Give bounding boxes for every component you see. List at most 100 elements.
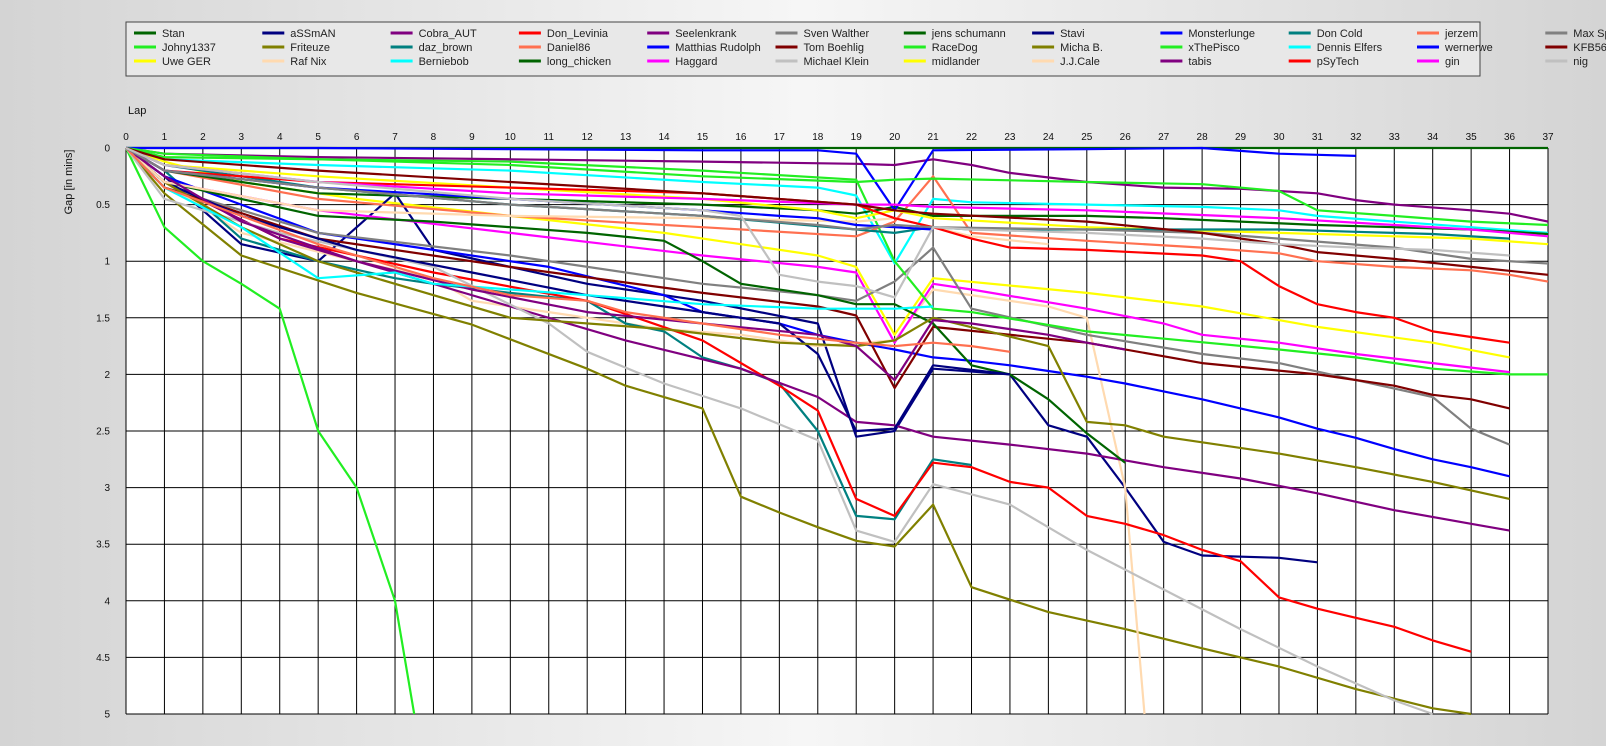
series-line-35 xyxy=(125,146,1510,299)
x-axis-label: Lap xyxy=(128,105,146,117)
legend-label: Seelenkrank xyxy=(675,28,737,40)
series-line-4 xyxy=(125,147,1472,716)
series-line-23 xyxy=(125,147,1049,246)
legend-label: Johny1337 xyxy=(162,42,216,54)
legend-label: jens schumann xyxy=(931,28,1006,40)
x-tick-labels: 0 1 2 3 4 5 6 7 8 9 10 11 12 13 14 15 16 17 18 19 20 21 22 23 24… xyxy=(123,132,1554,143)
legend-label: Monsterlunge xyxy=(1188,28,1255,40)
legend-label: Berniebob xyxy=(419,56,469,68)
x-tick-label: 22 xyxy=(966,132,978,143)
legend-label: Michael Klein xyxy=(804,56,869,68)
series-line-22 xyxy=(125,147,1510,500)
series-line-5 xyxy=(125,147,1146,715)
x-tick-label: 8 xyxy=(431,132,437,143)
y-tick-label: 4 xyxy=(104,596,110,607)
legend-label: Cobra_AUT xyxy=(419,28,477,40)
series-line-29 xyxy=(125,147,1510,344)
legend-label: Haggard xyxy=(675,56,717,68)
series-line-34 xyxy=(125,146,1549,276)
series-line-15 xyxy=(125,147,1511,446)
x-tick-label: 30 xyxy=(1273,132,1285,143)
series-line-30 xyxy=(125,147,1011,353)
x-tick-label: 26 xyxy=(1120,132,1132,143)
x-tick-label: 25 xyxy=(1081,132,1093,143)
legend-label: long_chicken xyxy=(547,56,611,68)
legend-label: daz_brown xyxy=(419,42,473,54)
chart-grid xyxy=(125,147,1549,715)
y-tick-label: 3 xyxy=(104,483,110,494)
x-tick-label: 14 xyxy=(658,132,670,143)
legend-label: Daniel86 xyxy=(547,42,590,54)
x-tick-label: 32 xyxy=(1350,132,1362,143)
x-tick-label: 2 xyxy=(200,132,206,143)
series-line-25 xyxy=(125,146,1549,227)
series-line-24 xyxy=(126,146,1356,212)
legend-label: xThePisco xyxy=(1188,42,1239,54)
x-tick-label: 6 xyxy=(354,132,360,143)
x-tick-label: 18 xyxy=(812,132,824,143)
series-line-8 xyxy=(125,146,1549,265)
x-tick-label: 27 xyxy=(1158,132,1170,143)
series-line-10 xyxy=(125,147,1549,283)
x-tick-label: 12 xyxy=(582,132,594,143)
y-tick-label: 2 xyxy=(104,370,110,381)
legend-label: Sven Walther xyxy=(804,28,870,40)
series-line-18 xyxy=(125,147,1126,464)
x-tick-label: 16 xyxy=(735,132,747,143)
series-line-16 xyxy=(125,147,1510,410)
y-tick-label: 0.5 xyxy=(96,200,110,211)
legend-label: tabis xyxy=(1188,56,1212,68)
legend-label: Friteuze xyxy=(290,42,330,54)
legend-label: Uwe GER xyxy=(162,56,211,68)
legend-label: wernerwe xyxy=(1444,42,1493,54)
legend-label: Don Cold xyxy=(1317,28,1363,40)
x-tick-label: 9 xyxy=(469,132,475,143)
legend-label: Stan xyxy=(162,28,185,40)
x-tick-label: 36 xyxy=(1504,132,1516,143)
x-tick-label: 17 xyxy=(774,132,786,143)
x-tick-label: 4 xyxy=(277,132,283,143)
legend-label: midlander xyxy=(932,56,981,68)
y-tick-label: 1 xyxy=(104,257,110,268)
legend-label: jerzem xyxy=(1444,28,1478,40)
x-tick-label: 13 xyxy=(620,132,632,143)
legend-label: Tom Boehlig xyxy=(804,42,865,54)
x-tick-label: 0 xyxy=(123,132,129,143)
legend-label: Dennis Elfers xyxy=(1317,42,1383,54)
legend-label: Max Spied xyxy=(1573,28,1606,40)
y-axis-label: Gap [in mins] xyxy=(63,150,75,215)
series-line-19 xyxy=(125,146,1548,376)
legend-label: Don_Levinia xyxy=(547,28,609,40)
y-tick-label: 3.5 xyxy=(96,540,110,551)
series-line-3 xyxy=(125,147,1318,564)
y-tick-labels: 0 0.5 1 1.5 2 2.5 3 3.5 4 4.5 5 xyxy=(96,144,110,721)
legend-label: Matthias Rudolph xyxy=(675,42,761,54)
x-tick-label: 10 xyxy=(505,132,517,143)
legend-label: KFB56 xyxy=(1573,42,1606,54)
legend-label: Raf Nix xyxy=(290,56,327,68)
series-line-14 xyxy=(125,147,1510,374)
series-line-33 xyxy=(125,147,1549,265)
legend-label: aSSmAN xyxy=(290,28,335,40)
x-tick-label: 34 xyxy=(1427,132,1439,143)
series-lines xyxy=(125,146,1549,716)
legend-label: Stavi xyxy=(1060,28,1084,40)
series-line-6 xyxy=(125,146,1549,223)
x-tick-label: 15 xyxy=(697,132,709,143)
x-tick-label: 29 xyxy=(1235,132,1247,143)
x-tick-label: 23 xyxy=(1004,132,1016,143)
x-tick-label: 11 xyxy=(544,132,555,143)
x-tick-label: 35 xyxy=(1466,132,1478,143)
chart-legend: Stan Johny1337 Uwe GER aSSmAN Friteuze Raf Ni… xyxy=(125,21,1606,77)
x-tick-label: 5 xyxy=(315,132,321,143)
legend-label: RaceDog xyxy=(932,42,978,54)
legend-box xyxy=(125,21,1481,77)
y-tick-label: 0 xyxy=(104,144,110,155)
series-line-11 xyxy=(125,147,1549,236)
y-tick-label: 2.5 xyxy=(96,427,110,438)
y-tick-label: 1.5 xyxy=(96,313,110,324)
x-tick-label: 1 xyxy=(162,132,168,143)
series-line-20 xyxy=(125,146,1549,246)
legend-label: nig xyxy=(1573,56,1588,68)
